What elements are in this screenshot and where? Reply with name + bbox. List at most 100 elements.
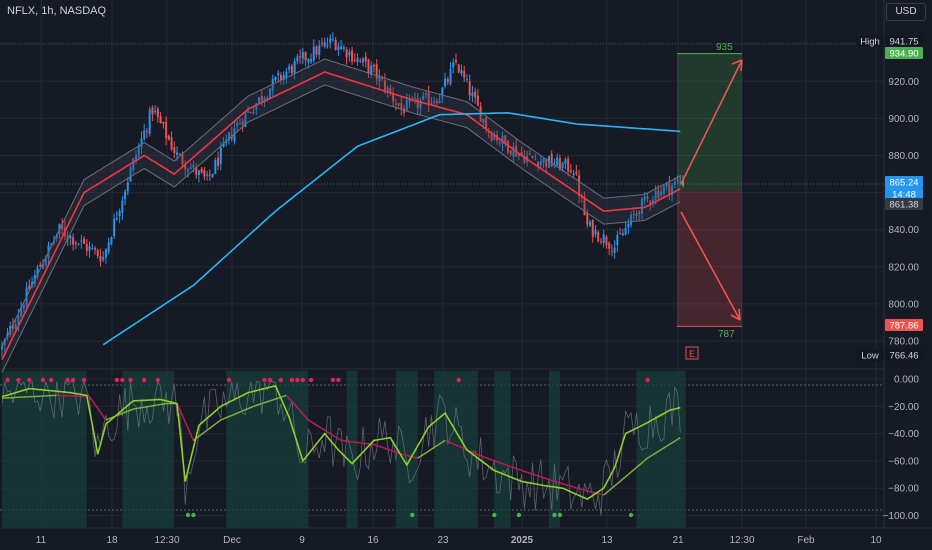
candle-body — [427, 92, 430, 106]
candle-body — [85, 243, 88, 251]
candle-body — [545, 159, 548, 167]
osc-slow-segment — [469, 450, 473, 453]
candle-body — [517, 153, 520, 156]
high-caption-box — [856, 35, 884, 47]
osc-slow-segment — [321, 427, 326, 431]
target-label: 934.90 — [889, 49, 918, 60]
candle-body — [556, 157, 559, 166]
osc-slow-segment — [660, 447, 665, 451]
osc-slow-segment — [299, 410, 304, 415]
candle-body — [465, 79, 468, 81]
candle-body — [148, 109, 151, 134]
osc-slow-segment — [529, 472, 533, 475]
high-caption: High — [860, 37, 880, 48]
candle-body — [389, 87, 392, 93]
osc-slow-segment — [551, 479, 555, 483]
prev-close-label: 861.38 — [889, 200, 918, 211]
osc-slow-segment — [236, 411, 241, 414]
osc-slow-segment — [644, 457, 648, 462]
candle-body — [293, 61, 296, 74]
candle-body — [449, 68, 452, 84]
candle-body — [654, 190, 657, 200]
candle-body — [512, 146, 515, 157]
candle-body — [249, 112, 252, 114]
oscillator-lines — [1, 380, 681, 516]
candle-body — [353, 59, 356, 61]
candle-body — [238, 123, 241, 125]
candle-body — [345, 49, 348, 58]
candle-body — [184, 164, 187, 170]
osc-slow-segment — [296, 407, 301, 412]
candle-body — [567, 158, 570, 172]
candle-body — [537, 161, 540, 167]
candle-body — [446, 79, 449, 82]
candle-body — [359, 60, 362, 62]
osc-tick-label: −80.00 — [888, 484, 919, 495]
candle-body — [649, 201, 652, 204]
osc-slow-segment — [245, 407, 249, 411]
osc-slow-segment — [414, 456, 418, 459]
stop-label-box — [885, 319, 923, 331]
candle-body — [367, 59, 370, 74]
osc-slow-segment — [269, 399, 274, 402]
candle-body — [241, 121, 244, 126]
currency-button[interactable]: USD — [886, 3, 926, 21]
osc-tick-label: −20.00 — [888, 402, 919, 413]
candle-body — [424, 93, 427, 96]
candle-body — [195, 167, 198, 175]
candle-body — [288, 66, 291, 70]
osc-slow-segment — [231, 413, 235, 417]
candle-body — [463, 71, 466, 78]
osc-slow-segment — [291, 401, 296, 406]
target-zone — [677, 53, 742, 191]
candle-body — [189, 167, 192, 169]
osc-slow-segment — [581, 488, 585, 491]
osc-tick-label: −40.00 — [888, 429, 919, 440]
osc-slow-segment — [327, 431, 331, 435]
fast-ma-line — [1, 71, 681, 360]
osc-slow-segment — [532, 473, 536, 476]
signal-markers — [5, 377, 650, 518]
osc-slow-segment — [540, 476, 544, 479]
candle-body — [435, 101, 438, 104]
countdown-label-box — [885, 188, 923, 200]
osc-slow-segment — [587, 490, 591, 493]
candle-body — [635, 213, 638, 217]
candle-body — [170, 137, 173, 150]
candle-body — [145, 130, 148, 132]
osc-slow-segment — [206, 427, 211, 431]
candle-body — [523, 156, 526, 163]
sell-signal-marker — [308, 377, 314, 383]
target-label-box — [885, 47, 923, 59]
candle-body — [599, 241, 602, 243]
candle-body — [348, 51, 351, 56]
osc-slow-segment — [108, 417, 112, 420]
osc-slow-segment — [387, 448, 391, 451]
candle-body — [208, 174, 211, 176]
candle-body — [102, 257, 105, 260]
osc-slow-segment — [663, 445, 668, 449]
osc-slow-segment — [119, 412, 123, 416]
candle-body — [493, 135, 496, 140]
candle-body — [370, 65, 373, 76]
high-value: 941.75 — [889, 37, 918, 48]
candle-body — [528, 153, 531, 155]
symbol-title[interactable]: NFLX, 1h, NASDAQ — [7, 5, 107, 17]
osc-slow-segment — [655, 450, 659, 454]
candle-body — [124, 191, 127, 200]
candle-body — [608, 242, 611, 249]
candle-body — [589, 221, 592, 226]
high-value-box — [885, 35, 923, 47]
candle-body — [269, 88, 272, 99]
osc-slow-segment — [441, 439, 446, 443]
osc-slow-segment — [267, 400, 271, 403]
candle-body — [378, 75, 381, 82]
sell-signal-marker — [295, 377, 300, 383]
osc-slow-segment — [307, 419, 312, 423]
osc-slow-segment — [223, 416, 227, 420]
candle-body — [468, 81, 471, 96]
osc-slow-segment — [181, 415, 186, 423]
candle-body — [277, 72, 280, 76]
osc-slow-segment — [452, 443, 457, 446]
